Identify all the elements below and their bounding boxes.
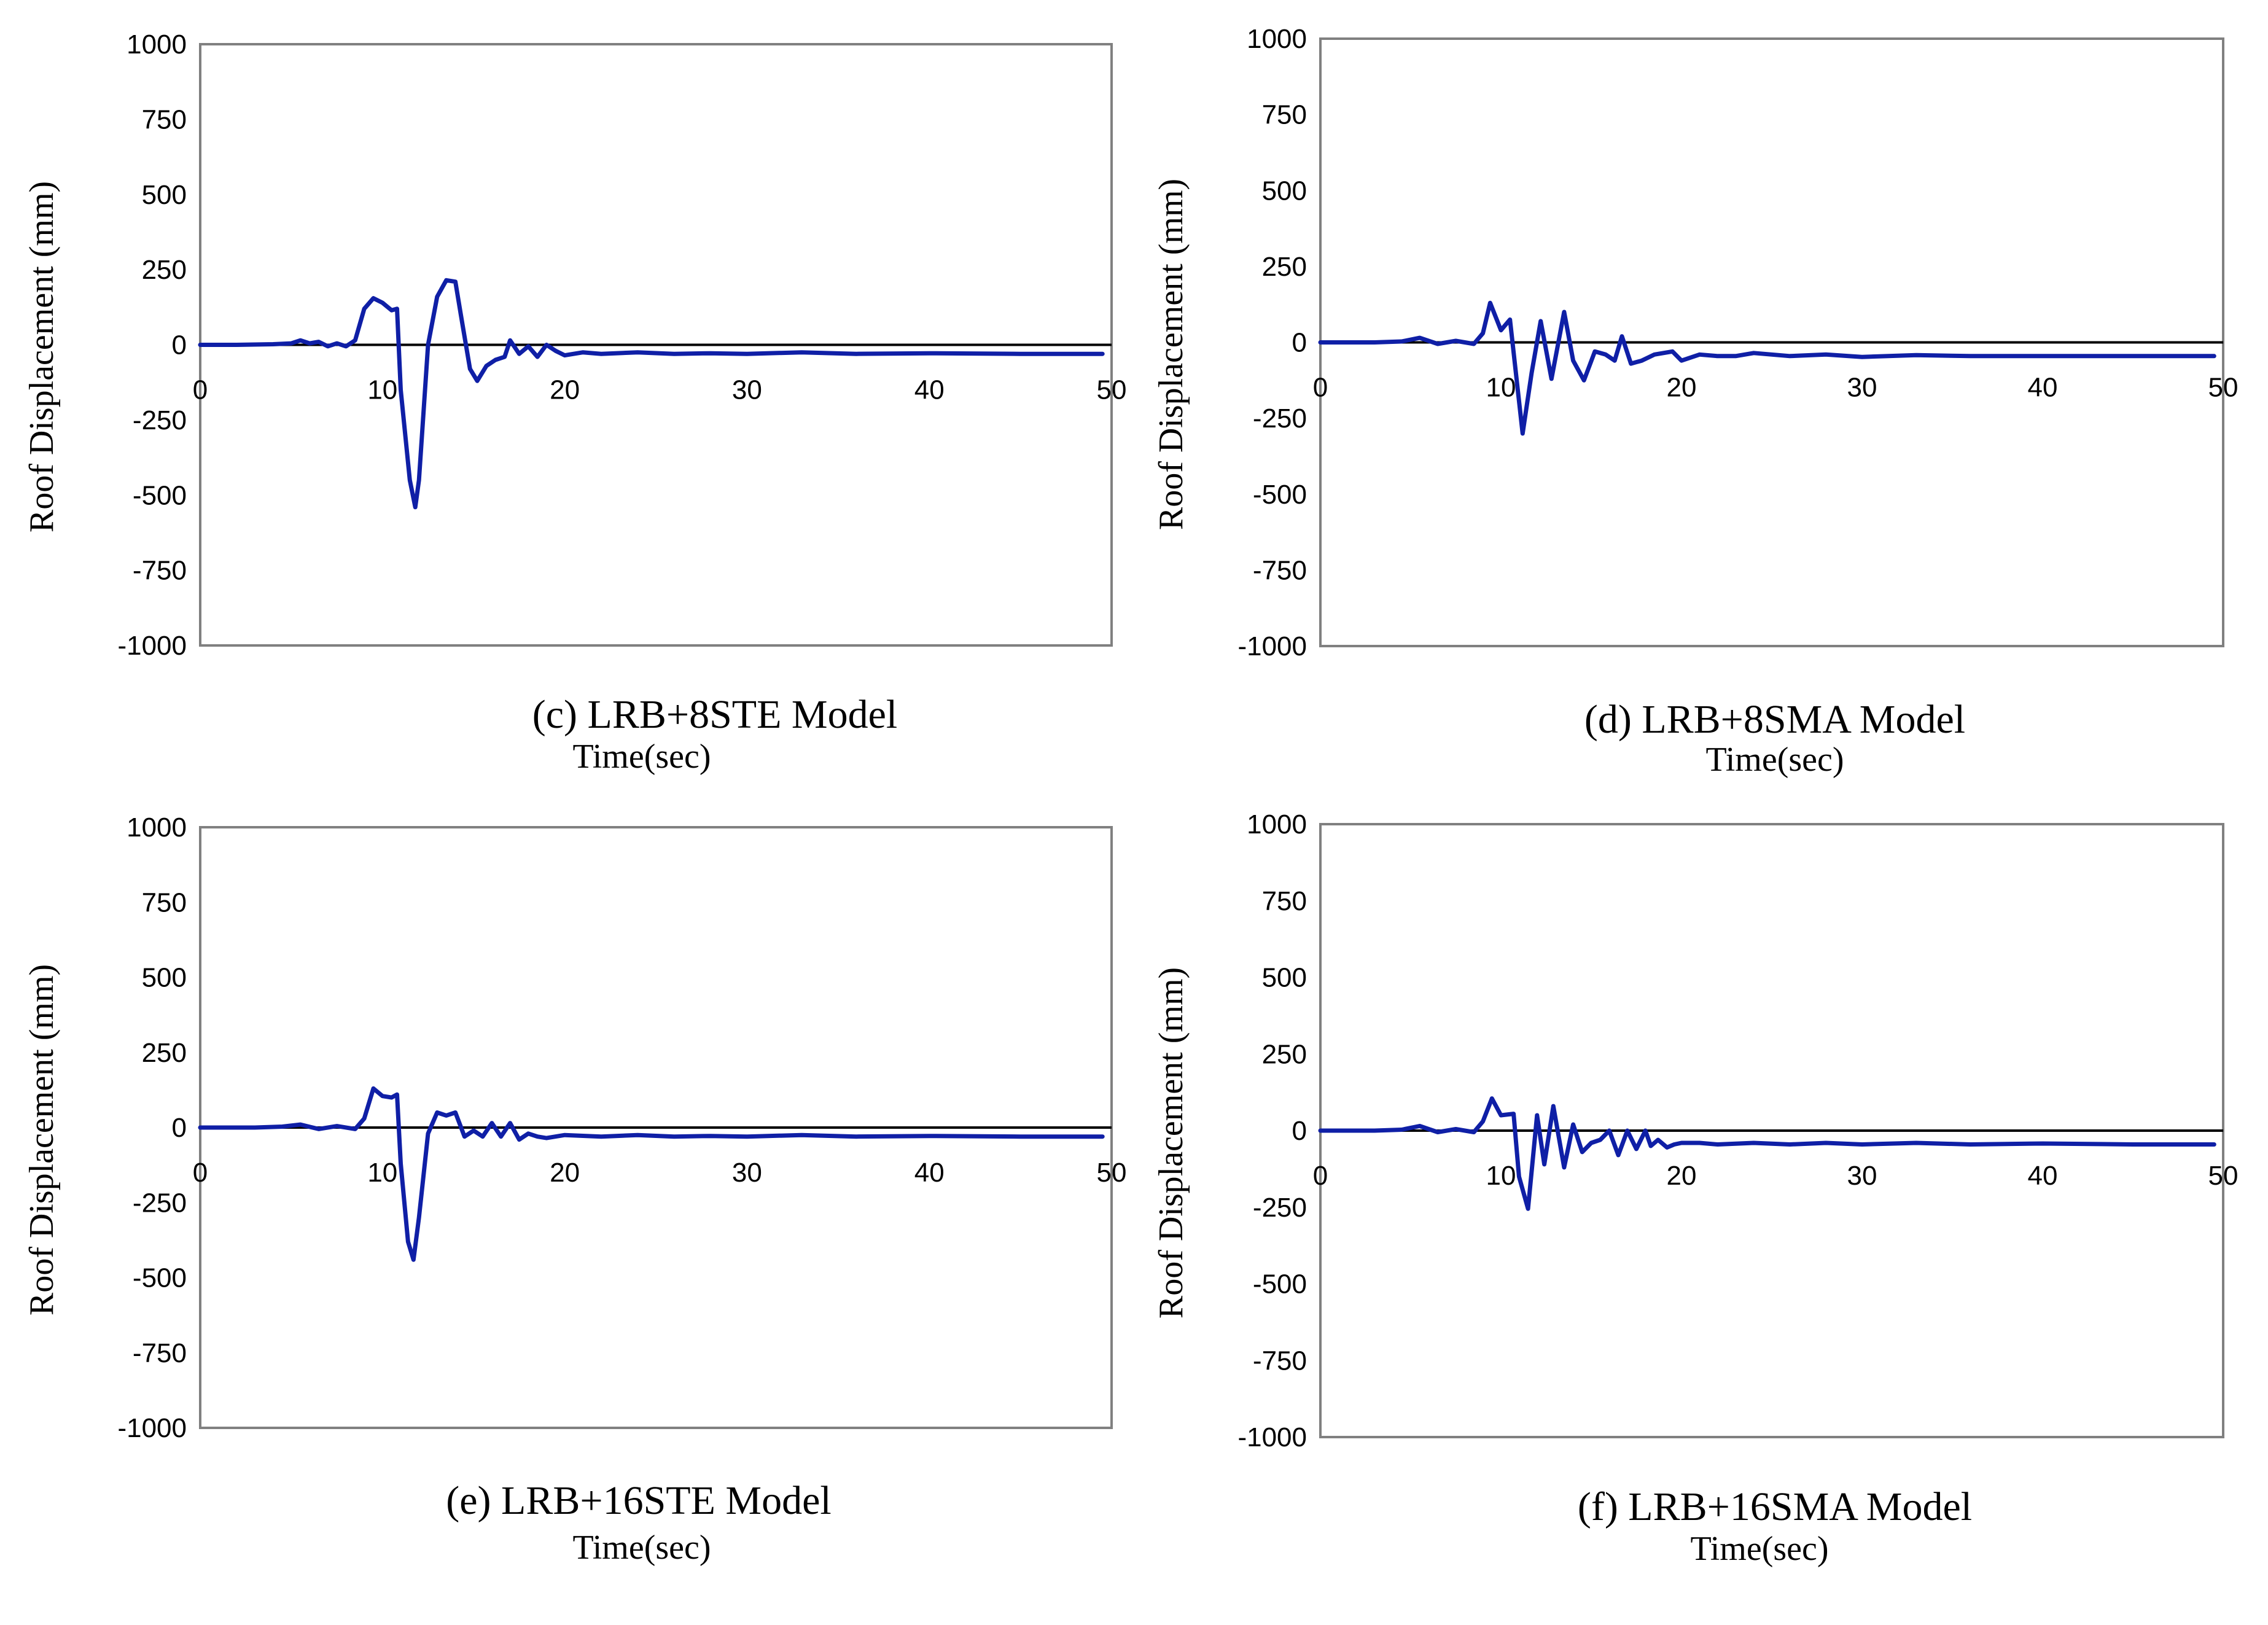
y-tick-label: 750 xyxy=(1262,886,1307,916)
y-tick-label: -500 xyxy=(133,480,187,510)
x-axis-title: Time(sec) xyxy=(1705,741,1844,779)
y-axis-title: Roof Displacement (mm) xyxy=(23,964,61,1315)
y-tick-label: 750 xyxy=(1262,100,1307,130)
y-axis-title: Roof Displacement (mm) xyxy=(1152,179,1190,530)
y-tick-label: 0 xyxy=(172,1113,187,1143)
y-tick-label: -250 xyxy=(133,405,187,435)
x-tick-label: 30 xyxy=(732,1158,762,1188)
chart-caption: (c) LRB+8STE Model xyxy=(532,692,897,737)
y-tick-label: -1000 xyxy=(117,631,187,661)
x-tick-label: 40 xyxy=(2028,373,2058,403)
chart-caption: (f) LRB+16SMA Model xyxy=(1578,1484,1972,1529)
y-tick-label: -500 xyxy=(1253,1269,1307,1300)
y-tick-label: 500 xyxy=(142,180,187,210)
y-tick-label: 250 xyxy=(142,255,187,285)
y-tick-label: 250 xyxy=(1262,1039,1307,1069)
x-tick-label: 50 xyxy=(2208,1161,2239,1191)
x-tick-label: 40 xyxy=(914,1158,945,1188)
y-tick-label: 1000 xyxy=(1247,809,1307,840)
series-line xyxy=(198,1086,1105,1262)
y-tick-label: 250 xyxy=(142,1038,187,1068)
y-tick-label: 1000 xyxy=(127,812,187,843)
y-tick-label: -750 xyxy=(133,556,187,586)
x-tick-label: 20 xyxy=(1667,373,1697,403)
x-tick-label: 10 xyxy=(1486,373,1516,403)
x-axis-title: Time(sec) xyxy=(572,1529,711,1567)
y-tick-label: 500 xyxy=(1262,176,1307,206)
x-tick-label: 50 xyxy=(1097,375,1127,405)
x-tick-label: 10 xyxy=(367,375,397,405)
y-tick-label: 0 xyxy=(172,330,187,360)
y-tick-label: 250 xyxy=(1262,252,1307,282)
x-tick-label: 40 xyxy=(2028,1161,2058,1191)
y-axis-title: Roof Displacement (mm) xyxy=(23,181,61,532)
y-tick-label: 0 xyxy=(1292,1116,1307,1146)
y-tick-label: 500 xyxy=(1262,963,1307,993)
x-tick-label: 30 xyxy=(1847,1161,1877,1191)
x-tick-label: 10 xyxy=(1486,1161,1516,1191)
x-tick-label: 0 xyxy=(1313,373,1328,403)
y-tick-label: -1000 xyxy=(1237,631,1307,661)
y-tick-label: -500 xyxy=(133,1263,187,1293)
chart-caption: (e) LRB+16STE Model xyxy=(446,1478,831,1523)
y-tick-label: -750 xyxy=(1253,1346,1307,1376)
y-tick-label: -250 xyxy=(1253,1193,1307,1223)
x-tick-label: 20 xyxy=(1667,1161,1697,1191)
y-tick-label: -1000 xyxy=(1237,1422,1307,1452)
x-tick-label: 50 xyxy=(1097,1158,1127,1188)
y-axis-title: Roof Displacement (mm) xyxy=(1152,967,1190,1319)
x-tick-label: 30 xyxy=(732,375,762,405)
y-tick-label: 500 xyxy=(142,963,187,993)
x-tick-label: 20 xyxy=(550,1158,580,1188)
y-tick-label: 0 xyxy=(1292,328,1307,358)
y-tick-label: -750 xyxy=(1253,555,1307,585)
y-tick-label: -1000 xyxy=(117,1413,187,1443)
chart-caption: (d) LRB+8SMA Model xyxy=(1584,697,1965,742)
x-axis-title: Time(sec) xyxy=(572,738,711,776)
x-tick-label: 20 xyxy=(550,375,580,405)
x-tick-label: 0 xyxy=(193,1158,208,1188)
x-tick-label: 30 xyxy=(1847,373,1877,403)
y-tick-label: 750 xyxy=(142,104,187,134)
y-tick-label: 1000 xyxy=(127,29,187,60)
x-axis-title: Time(sec) xyxy=(1690,1530,1828,1568)
x-tick-label: 50 xyxy=(2208,373,2239,403)
y-tick-label: -750 xyxy=(133,1338,187,1368)
series-line xyxy=(1318,300,2216,436)
y-tick-label: 1000 xyxy=(1247,24,1307,54)
x-tick-label: 0 xyxy=(1313,1161,1328,1191)
x-tick-label: 0 xyxy=(193,375,208,405)
series-line xyxy=(1318,1096,2216,1211)
series-line xyxy=(198,278,1105,510)
x-tick-label: 40 xyxy=(914,375,945,405)
x-tick-label: 10 xyxy=(367,1158,397,1188)
y-tick-label: -250 xyxy=(1253,403,1307,434)
y-tick-label: -500 xyxy=(1253,480,1307,510)
y-tick-label: 750 xyxy=(142,887,187,918)
y-tick-label: -250 xyxy=(133,1188,187,1218)
